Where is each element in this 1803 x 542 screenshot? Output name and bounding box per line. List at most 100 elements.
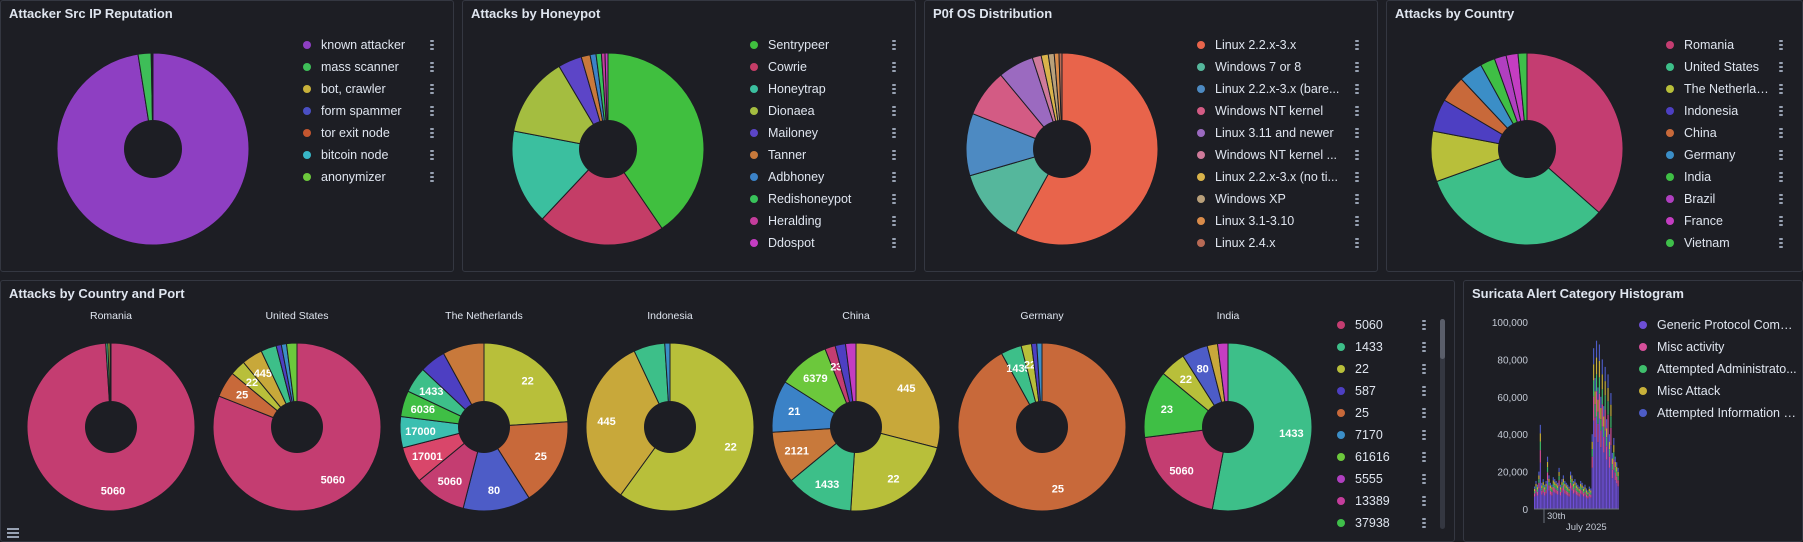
histogram-bar[interactable] [1545, 480, 1547, 484]
histogram-bar[interactable] [1535, 486, 1537, 490]
histogram-bar[interactable] [1610, 416, 1612, 428]
histogram-bar[interactable] [1552, 480, 1554, 484]
histogram-bar[interactable] [1606, 459, 1608, 509]
histogram-bar[interactable] [1606, 446, 1608, 460]
histogram-bar[interactable] [1541, 482, 1543, 486]
histogram-bar[interactable] [1552, 491, 1554, 509]
histogram-bar[interactable] [1598, 393, 1600, 419]
legend-item[interactable]: Cowrie [750, 56, 910, 78]
pie-slice[interactable] [850, 426, 938, 512]
histogram-bar[interactable] [1608, 434, 1611, 442]
more-options-icon[interactable] [1355, 238, 1359, 248]
p0f-pie[interactable] [925, 1, 1378, 272]
histogram-bar[interactable] [1590, 494, 1592, 498]
histogram-bar[interactable] [1541, 485, 1543, 489]
histogram-bar[interactable] [1572, 483, 1575, 487]
histogram-bar[interactable] [1549, 488, 1551, 491]
more-options-icon[interactable] [1355, 40, 1359, 50]
histogram-bar[interactable] [1611, 458, 1613, 465]
histogram-bar[interactable] [1594, 417, 1596, 438]
histogram-bar[interactable] [1611, 478, 1613, 509]
more-options-icon[interactable] [1779, 172, 1783, 182]
histogram-bar[interactable] [1585, 494, 1588, 498]
histogram-bar[interactable] [1577, 491, 1579, 496]
histogram-bar[interactable] [1591, 441, 1593, 450]
legend-item[interactable]: 25 [1337, 402, 1427, 424]
histogram-bar[interactable] [1594, 391, 1596, 405]
histogram-bar[interactable] [1598, 360, 1600, 378]
histogram-bar[interactable] [1617, 480, 1619, 487]
histogram-bar[interactable] [1574, 479, 1576, 483]
legend-scrollbar[interactable] [1440, 319, 1445, 529]
histogram-bar[interactable] [1545, 486, 1547, 490]
histogram-bar[interactable] [1607, 387, 1609, 402]
histogram-bar[interactable] [1581, 485, 1583, 489]
histogram-bar[interactable] [1582, 493, 1585, 497]
histogram-bar[interactable] [1546, 461, 1549, 468]
histogram-bar[interactable] [1559, 491, 1562, 496]
histogram-bar[interactable] [1617, 471, 1619, 477]
histogram-bar[interactable] [1574, 482, 1576, 486]
legend-item[interactable]: India [1666, 166, 1796, 188]
reputation-pie[interactable] [1, 1, 454, 272]
histogram-bar[interactable] [1567, 495, 1569, 509]
histogram-bar[interactable] [1545, 489, 1547, 494]
histogram-bar[interactable] [1551, 495, 1553, 509]
histogram-bar[interactable] [1588, 486, 1590, 489]
histogram-bar[interactable] [1572, 480, 1575, 484]
histogram-bar[interactable] [1580, 486, 1582, 490]
histogram-bar[interactable] [1617, 467, 1619, 472]
histogram-bar[interactable] [1578, 486, 1580, 489]
histogram-bar[interactable] [1558, 467, 1560, 472]
histogram-bar[interactable] [1559, 495, 1562, 509]
histogram-bar[interactable] [1601, 389, 1603, 405]
more-options-icon[interactable] [892, 216, 896, 226]
histogram-bar[interactable] [1577, 495, 1579, 509]
histogram-bar[interactable] [1606, 419, 1608, 429]
more-options-icon[interactable] [1355, 172, 1359, 182]
histogram-bar[interactable] [1539, 441, 1541, 451]
more-options-icon[interactable] [1355, 84, 1359, 94]
more-options-icon[interactable] [1779, 106, 1783, 116]
legend-item[interactable]: Windows NT kernel [1197, 100, 1372, 122]
more-options-icon[interactable] [430, 40, 434, 50]
histogram-bar[interactable] [1613, 445, 1615, 453]
histogram-bar[interactable] [1555, 480, 1557, 484]
suricata-histogram[interactable]: 100,000 80,000 60,000 40,000 20,000 0 30thJuly… [1464, 281, 1803, 542]
histogram-bar[interactable] [1608, 449, 1611, 457]
histogram-bar[interactable] [1590, 488, 1592, 491]
histogram-bar[interactable] [1580, 489, 1582, 494]
legend-item[interactable]: mass scanner [303, 56, 448, 78]
pie-slice[interactable] [1211, 342, 1313, 512]
histogram-bar[interactable] [1603, 416, 1605, 427]
histogram-bar[interactable] [1616, 466, 1618, 472]
histogram-bar[interactable] [1546, 472, 1549, 481]
histogram-bar[interactable] [1613, 437, 1615, 446]
legend-item[interactable]: Attempted Administrato... [1639, 358, 1799, 380]
legend-item[interactable]: 5060 [1337, 314, 1427, 336]
histogram-bar[interactable] [1617, 486, 1619, 509]
histogram-bar[interactable] [1561, 485, 1563, 489]
histogram-bar[interactable] [1581, 488, 1583, 491]
pie-slice[interactable] [1526, 52, 1624, 214]
legend-item[interactable]: 22 [1337, 358, 1427, 380]
histogram-bar[interactable] [1603, 426, 1605, 438]
histogram-bar[interactable] [1607, 401, 1609, 415]
histogram-bar[interactable] [1565, 482, 1567, 486]
legend-item[interactable]: Dionaea [750, 100, 910, 122]
histogram-bar[interactable] [1584, 491, 1586, 496]
histogram-bar[interactable] [1557, 490, 1559, 495]
more-options-icon[interactable] [1355, 106, 1359, 116]
histogram-bar[interactable] [1554, 485, 1556, 489]
histogram-bar[interactable] [1562, 478, 1564, 483]
histogram-bar[interactable] [1604, 381, 1606, 396]
histogram-bar[interactable] [1541, 494, 1543, 509]
histogram-bar[interactable] [1585, 492, 1588, 495]
histogram-bar[interactable] [1593, 420, 1595, 509]
histogram-bar[interactable] [1610, 445, 1612, 509]
legend-item[interactable]: Brazil [1666, 188, 1796, 210]
histogram-bar[interactable] [1611, 469, 1613, 479]
histogram-bar[interactable] [1600, 396, 1602, 409]
histogram-bar[interactable] [1587, 490, 1589, 493]
histogram-bar[interactable] [1608, 441, 1611, 450]
